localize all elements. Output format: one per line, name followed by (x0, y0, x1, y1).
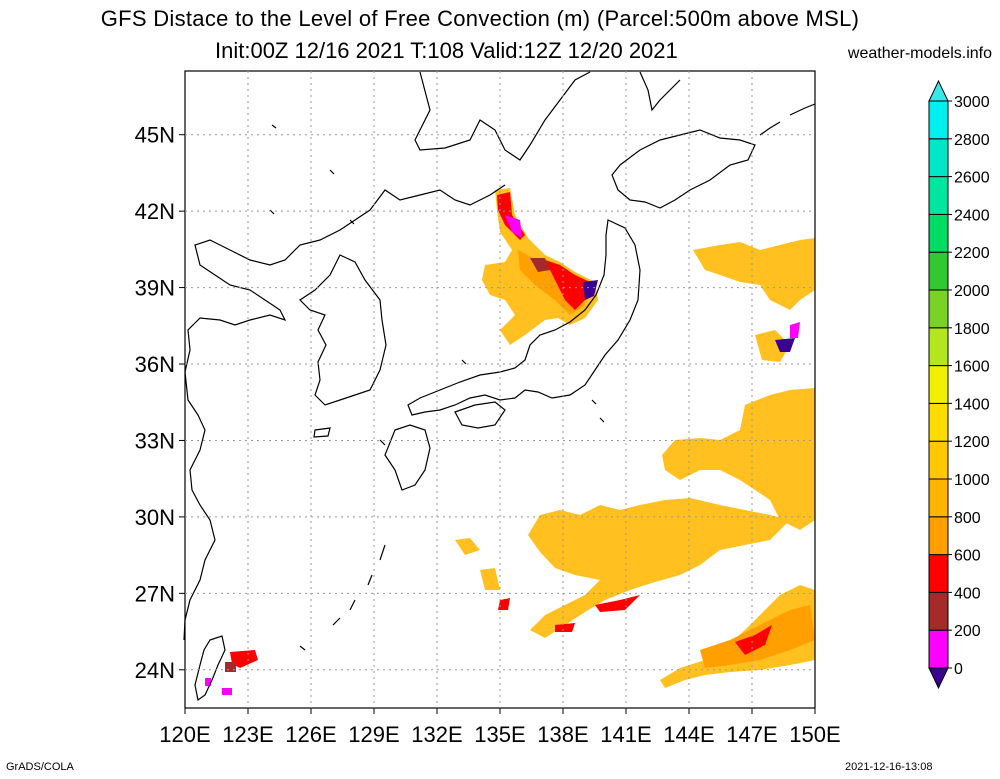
coast-kurils (759, 103, 816, 136)
coastline-layer (183, 71, 816, 702)
map-subtitle: Init:00Z 12/16 2021 T:108 Valid:12Z 12/2… (215, 38, 678, 63)
lfc-magenta-east (790, 322, 800, 338)
colorbar: 0 200 400 600 800 1000 1200 1400 1600 1800 2000 220… (928, 79, 990, 690)
lfc-red-pacific-central (595, 595, 640, 612)
coast-kyushu (384, 424, 431, 491)
lfc-area-pacific-north (662, 388, 815, 530)
colorbar-level-label: 0 (954, 661, 963, 678)
colorbar-segment (928, 138, 949, 178)
lon-tick-label: 147E (726, 722, 777, 747)
coast-shikoku (454, 401, 506, 429)
lfc-red-pacific-south (735, 625, 772, 655)
colorbar-segment (928, 100, 949, 140)
colorbar-level-label: 600 (954, 548, 981, 565)
colorbar-level-label: 1600 (954, 359, 990, 376)
lfc-area-ryukyu-east2 (480, 568, 500, 590)
colorbar-segment (928, 251, 949, 291)
lon-tick-label: 120E (159, 722, 210, 747)
lfc-magenta-taiwan (222, 688, 232, 695)
lon-tick-label: 138E (537, 722, 588, 747)
lfc-brown-sea-of-japan (530, 258, 550, 272)
lfc-area-pacific-south (660, 585, 815, 688)
colorbar-segment (928, 289, 949, 329)
lfc-purple-east (775, 338, 795, 352)
coast-asia-mainland (183, 71, 591, 641)
lfc-red-pacific-west (555, 623, 575, 632)
site-credit: weather-models.info (847, 45, 992, 62)
colorbar-level-label: 2400 (954, 207, 990, 224)
colorbar-level-label: 1800 (954, 321, 990, 338)
lon-tick-label: 135E (474, 722, 525, 747)
coast-honshu (407, 219, 641, 416)
longitude-labels: 120E 123E 126E 129E 132E 135E 138E 141E 144E 147E… (159, 722, 840, 747)
coast-jeju (313, 427, 331, 438)
colorbar-segment (928, 440, 949, 480)
colorbar-level-label: 2600 (954, 170, 990, 187)
coast-sakhalin (639, 71, 681, 112)
lat-tick-label: 33N (135, 428, 175, 453)
lfc-area-pacific-central (528, 498, 790, 638)
colorbar-over-arrow (928, 79, 949, 102)
colorbar-segment (928, 365, 949, 404)
lfc-area-east-kanto (755, 330, 790, 362)
colorbar-level-label: 200 (954, 623, 981, 640)
gridlines (179, 71, 816, 714)
lon-tick-label: 123E (222, 722, 273, 747)
lfc-area-east-tohoku (693, 238, 815, 310)
lat-tick-label: 27N (135, 581, 175, 606)
coast-small-islands (269, 124, 605, 651)
lat-tick-label: 24N (135, 658, 175, 683)
lon-tick-label: 144E (663, 722, 714, 747)
lfc-brown-taiwan (225, 662, 236, 672)
colorbar-segment (928, 516, 949, 556)
map-title: GFS Distace to the Level of Free Convect… (0, 6, 1000, 32)
lat-tick-label: 30N (135, 505, 175, 530)
lat-tick-label: 42N (135, 199, 175, 224)
colorbar-segment (928, 327, 949, 367)
coast-hokkaido (611, 129, 756, 209)
colorbar-segment (928, 402, 949, 442)
lon-tick-label: 150E (789, 722, 840, 747)
grads-credit: GrADS/COLA (6, 761, 74, 773)
latitude-labels: 24N 27N 30N 33N 36N 39N 42N 45N (135, 123, 175, 683)
lfc-magenta-sea-of-japan (505, 215, 522, 238)
colorbar-level-label: 1000 (954, 472, 990, 489)
lfc-purple-sea-of-japan (583, 280, 598, 300)
colorbar-level-label: 2200 (954, 245, 990, 262)
coast-taiwan (194, 635, 226, 702)
lat-tick-label: 45N (135, 123, 175, 148)
colorbar-segment (928, 591, 949, 631)
lfc-red-noto (545, 260, 590, 310)
colorbar-level-label: 1200 (954, 434, 990, 451)
colorbar-level-label: 400 (954, 585, 981, 602)
lon-tick-label: 126E (285, 722, 336, 747)
colorbar-level-label: 3000 (954, 94, 990, 111)
colorbar-segment (928, 213, 949, 253)
colorbar-level-label: 800 (954, 510, 981, 527)
colorbar-under-arrow (928, 667, 949, 690)
lon-tick-label: 141E (600, 722, 651, 747)
colorbar-segment (928, 629, 949, 669)
lfc-red-ryukyu (498, 598, 510, 610)
lon-tick-label: 132E (411, 722, 462, 747)
colorbar-level-label: 2000 (954, 283, 990, 300)
colorbar-segment (928, 478, 949, 518)
colorbar-segment (928, 176, 949, 215)
map-title-text: GFS Distace to the Level of Free Convect… (100, 6, 860, 31)
lfc-red-taiwan (230, 650, 258, 668)
coast-ryukyu (332, 544, 386, 626)
lfc-area-ryukyu-east (455, 538, 480, 555)
colorbar-segment (928, 554, 949, 593)
lat-tick-label: 39N (135, 276, 175, 301)
lat-tick-label: 36N (135, 352, 175, 377)
colorbar-level-label: 2800 (954, 132, 990, 149)
coast-korea (299, 254, 387, 406)
generated-timestamp: 2021-12-16-13:08 (845, 761, 933, 773)
lon-tick-label: 129E (348, 722, 399, 747)
colorbar-level-label: 1400 (954, 396, 990, 413)
lfc-field-layer (205, 188, 815, 695)
